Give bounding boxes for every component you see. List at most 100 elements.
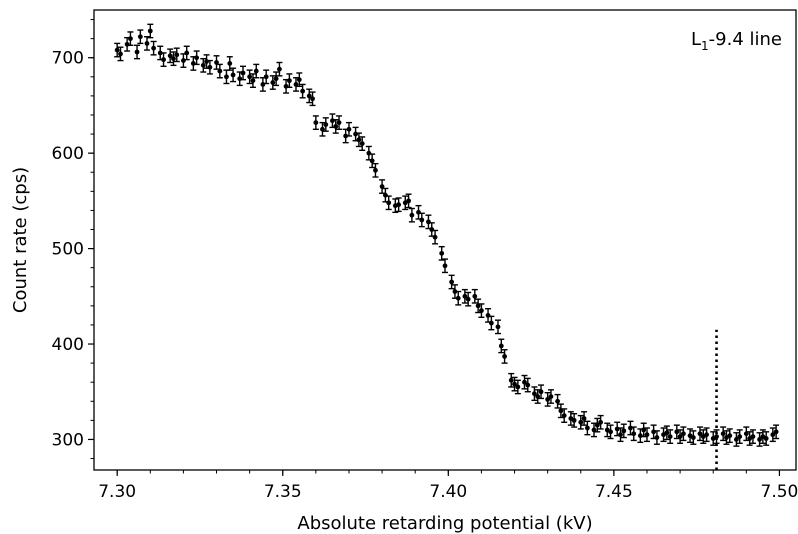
marker (479, 308, 484, 314)
marker (273, 76, 279, 82)
marker (260, 82, 266, 87)
data-point (687, 428, 694, 444)
marker (366, 150, 372, 156)
marker (157, 50, 163, 56)
y-tick-label: 700 (52, 49, 84, 69)
marker (151, 45, 157, 51)
data-point (114, 42, 121, 58)
marker (320, 126, 325, 132)
marker (144, 41, 150, 46)
marker (426, 219, 431, 225)
data-point (584, 420, 591, 436)
marker (598, 419, 604, 425)
data-point (571, 412, 578, 428)
marker (770, 432, 776, 438)
marker (147, 28, 153, 34)
y-axis-label: Count rate (cps) (10, 167, 31, 313)
marker (664, 430, 670, 436)
data-point (160, 52, 167, 68)
data-point (385, 195, 392, 211)
marker (432, 234, 438, 240)
data-point (296, 72, 303, 88)
data-point (223, 69, 230, 85)
data-point (150, 40, 157, 56)
marker (207, 64, 213, 70)
data-point (630, 426, 637, 442)
marker (442, 263, 448, 269)
data-point (488, 315, 495, 331)
data-point (143, 36, 150, 51)
marker (690, 435, 696, 440)
marker (608, 429, 613, 435)
marker (313, 120, 319, 126)
data-point (720, 426, 727, 442)
data-point (680, 426, 687, 442)
marker (283, 83, 289, 89)
marker (571, 417, 577, 423)
marker (628, 425, 633, 431)
marker (637, 433, 643, 439)
marker (217, 68, 223, 74)
data-point (309, 91, 316, 107)
data-point (206, 59, 213, 75)
data-point (240, 65, 247, 81)
marker (181, 58, 186, 63)
marker (651, 429, 657, 435)
marker (429, 227, 435, 232)
x-tick-label: 7.40 (429, 482, 467, 502)
marker (406, 198, 411, 204)
data-point (273, 71, 280, 87)
data-point (332, 119, 339, 134)
data-point (342, 128, 349, 144)
marker (134, 49, 140, 55)
data-point (157, 45, 164, 61)
marker (488, 320, 494, 326)
data-point (521, 374, 528, 390)
marker (525, 382, 531, 388)
data-point (418, 212, 425, 228)
annotation-base: L (691, 29, 701, 50)
data-point (604, 422, 611, 438)
marker (416, 209, 421, 215)
data-point (355, 132, 362, 148)
marker (184, 50, 190, 56)
data-point (465, 291, 472, 307)
data-point (547, 389, 554, 404)
data-point (167, 48, 174, 64)
marker (114, 47, 120, 53)
marker (654, 435, 660, 440)
marker (737, 434, 743, 439)
data-point (306, 88, 313, 104)
data-point (607, 424, 614, 440)
data-point (736, 429, 743, 444)
data-point (451, 284, 458, 299)
data-point (617, 427, 624, 443)
marker (118, 51, 123, 57)
marker (697, 431, 703, 437)
data-point (677, 429, 684, 444)
marker (237, 76, 243, 82)
data-point (408, 207, 415, 223)
data-point (253, 63, 260, 79)
data-point (170, 51, 177, 67)
marker (743, 431, 749, 437)
marker (535, 394, 541, 399)
data-point (667, 429, 674, 444)
annotation-subscript: 1 (701, 39, 709, 53)
marker (200, 62, 206, 68)
marker (614, 426, 620, 432)
data-point (216, 63, 223, 79)
marker (300, 88, 306, 94)
data-point (455, 290, 462, 306)
data-point (286, 73, 293, 89)
data-point (508, 372, 515, 388)
marker (277, 66, 282, 72)
data-point (379, 179, 386, 194)
data-point (643, 427, 650, 443)
marker (333, 124, 339, 129)
marker (250, 78, 256, 84)
marker (379, 184, 385, 189)
marker (161, 57, 166, 63)
marker (462, 293, 468, 299)
marker (227, 61, 233, 66)
